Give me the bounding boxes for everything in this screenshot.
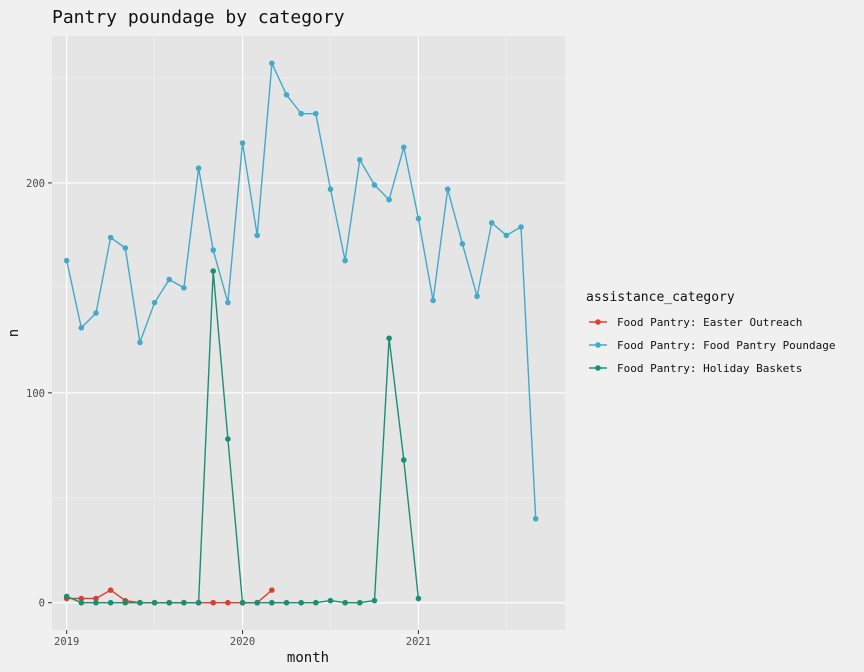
series-food-pantry-food-pantry-poundage: [63, 60, 539, 522]
data-point: [107, 599, 114, 606]
data-point: [93, 599, 99, 606]
data-point: [371, 182, 378, 188]
data-point: [239, 140, 246, 146]
data-point: [254, 599, 260, 606]
data-point: [298, 599, 304, 606]
data-point: [459, 240, 466, 247]
data-point: [269, 599, 275, 606]
series-food-pantry-holiday-baskets: [63, 268, 422, 606]
data-point: [166, 599, 173, 606]
data-point: [107, 234, 114, 241]
data-point: [503, 232, 510, 239]
data-point: [137, 339, 143, 346]
x-axis-title: month: [287, 650, 329, 666]
x-tick-label: 2020: [230, 636, 255, 648]
data-point: [269, 587, 275, 593]
data-point: [313, 110, 319, 117]
data-point: [400, 144, 407, 151]
data-point: [386, 335, 392, 342]
y-tick-label: 0: [39, 598, 45, 610]
legend-title: assistance_category: [586, 290, 735, 305]
data-point: [415, 215, 422, 222]
data-point: [327, 186, 334, 193]
data-point: [430, 297, 436, 304]
data-point: [327, 597, 334, 604]
legend-item: Food Pantry: Food Pantry Poundage: [589, 339, 836, 352]
data-point: [195, 599, 202, 606]
data-point: [210, 268, 217, 274]
data-point: [122, 245, 129, 251]
data-point: [166, 276, 173, 283]
data-point: [269, 60, 275, 67]
legend-label: Food Pantry: Food Pantry Poundage: [617, 339, 836, 352]
series-layer: [63, 60, 539, 606]
data-point: [386, 196, 392, 203]
data-point: [151, 299, 158, 306]
legend-label: Food Pantry: Holiday Baskets: [617, 362, 802, 375]
plot-panel: [52, 36, 565, 630]
data-point: [181, 599, 187, 606]
legend-item: Food Pantry: Easter Outreach: [589, 316, 802, 329]
data-point: [107, 587, 114, 593]
y-tick-label: 100: [26, 388, 45, 400]
data-point: [342, 599, 348, 606]
x-tick-label: 2019: [54, 636, 79, 648]
legend-item: Food Pantry: Holiday Baskets: [589, 362, 802, 375]
data-point: [474, 293, 480, 300]
axes: 0 100 200 2019 2020 2021: [26, 178, 431, 648]
data-point: [63, 593, 70, 600]
legend: assistance_category Food Pantry: Easter …: [586, 290, 836, 375]
data-point: [415, 595, 422, 602]
data-point: [371, 597, 378, 604]
data-point: [518, 224, 524, 230]
data-point: [283, 599, 290, 606]
data-point: [181, 285, 187, 291]
data-point: [225, 436, 231, 442]
data-point: [210, 247, 217, 253]
data-point: [532, 515, 539, 522]
data-point: [254, 232, 260, 239]
x-tick-label: 2021: [406, 636, 431, 648]
data-point: [210, 599, 217, 606]
data-point: [78, 599, 85, 606]
data-point: [225, 599, 231, 606]
data-point: [400, 457, 407, 463]
data-point: [78, 324, 85, 331]
data-point: [298, 110, 304, 117]
y-tick-label: 200: [26, 178, 45, 190]
data-point: [488, 220, 495, 226]
data-point: [151, 599, 158, 606]
data-point: [63, 257, 70, 264]
data-point: [313, 599, 319, 606]
legend-label: Food Pantry: Easter Outreach: [617, 316, 802, 329]
data-point: [444, 186, 451, 193]
legend-key-point: [595, 319, 601, 325]
data-point: [195, 165, 202, 172]
data-point: [342, 257, 348, 264]
data-point: [357, 157, 363, 163]
y-axis-title: n: [6, 329, 22, 337]
data-point: [93, 595, 99, 602]
data-point: [239, 599, 246, 606]
legend-key-point: [595, 342, 601, 348]
data-point: [357, 599, 363, 606]
data-point: [78, 595, 85, 602]
data-point: [225, 299, 231, 306]
data-point: [93, 310, 99, 316]
data-point: [137, 599, 143, 606]
data-point: [122, 599, 129, 606]
legend-key-point: [595, 365, 601, 371]
data-point: [283, 91, 290, 98]
chart-title: Pantry poundage by category: [52, 7, 345, 28]
